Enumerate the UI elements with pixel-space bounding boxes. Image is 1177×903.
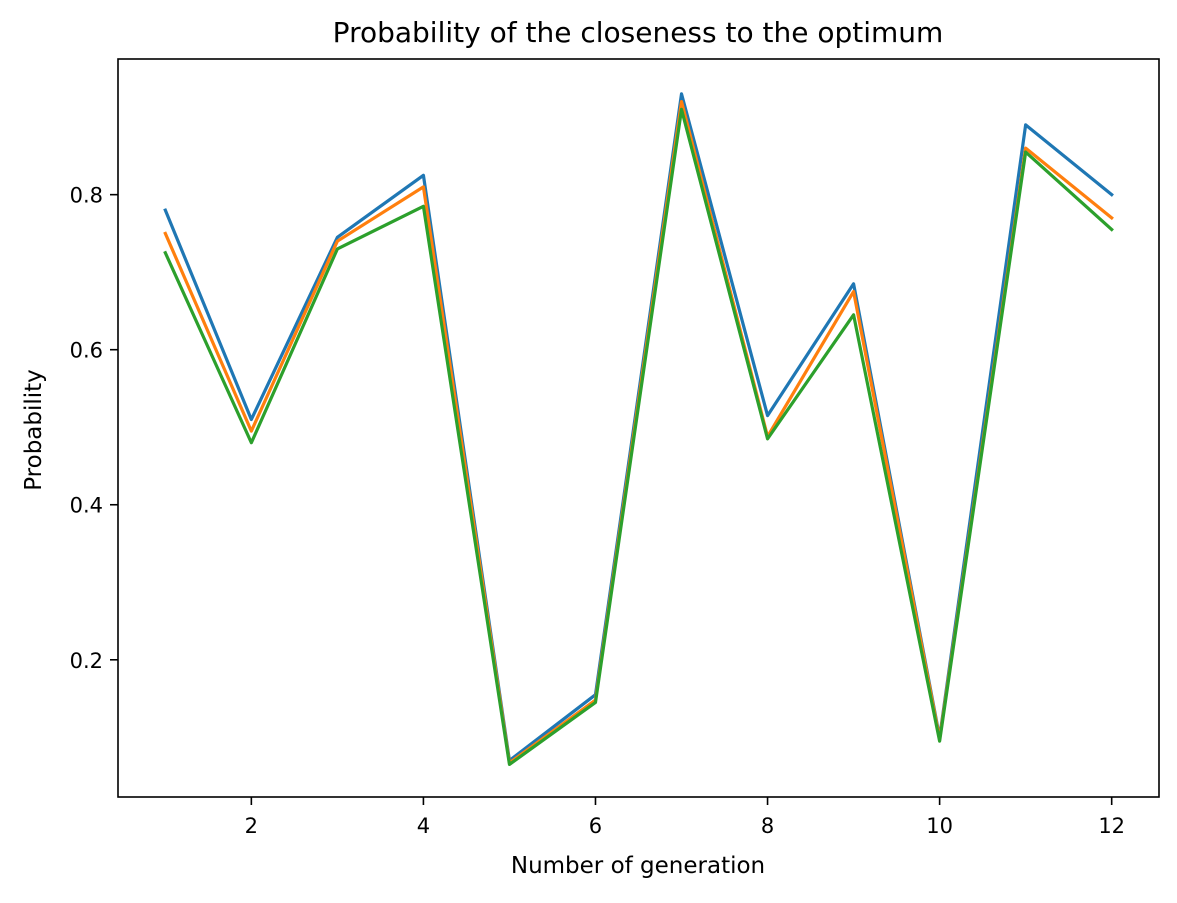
x-axis: 2 4 6 8 10 12 xyxy=(245,797,1125,838)
x-axis-label: Number of generation xyxy=(511,853,765,879)
x-tick-label: 6 xyxy=(589,814,602,838)
series-layer xyxy=(163,92,1114,767)
plot-area xyxy=(117,58,1160,798)
x-tick-label: 2 xyxy=(245,814,258,838)
x-tick-label: 10 xyxy=(926,814,953,838)
y-tick-label: 0.4 xyxy=(70,494,103,518)
y-axis-label: Probability xyxy=(21,369,47,491)
x-tick-label: 12 xyxy=(1098,814,1125,838)
y-tick-label: 0.8 xyxy=(70,184,103,208)
x-tick-label: 4 xyxy=(417,814,430,838)
chart-title: Probability of the closeness to the opti… xyxy=(333,16,944,49)
y-tick-label: 0.6 xyxy=(70,339,103,363)
y-tick-label: 0.2 xyxy=(70,649,103,673)
series-line-3 xyxy=(163,107,1114,767)
y-axis: 0.2 0.4 0.6 0.8 xyxy=(70,184,118,673)
axes-frame xyxy=(117,58,1160,798)
x-tick-label: 8 xyxy=(761,814,774,838)
